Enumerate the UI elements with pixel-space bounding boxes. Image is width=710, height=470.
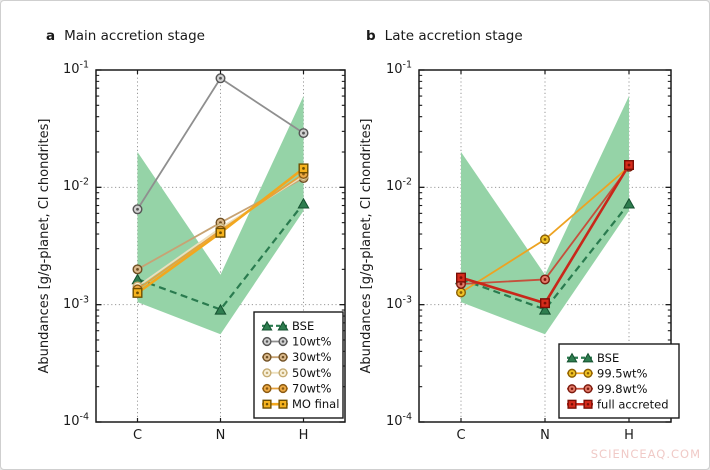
panel-b-letter: b (366, 28, 376, 44)
y-tick-label-10e-4: 10-4 (62, 411, 89, 429)
y-tick-label-10e-2: 10-2 (62, 177, 89, 195)
99-8wt-marker-dot (570, 387, 574, 391)
bse-marker-triangle-icon (538, 303, 552, 315)
legend-panel-a: BSE 10wt%30wt% 50wt% 70wt%MO final (253, 311, 344, 419)
panel-b-y-axis-label: Abundances [g/g-planet, CI chondrites] (359, 118, 374, 374)
x-tick-label-n: N (540, 428, 550, 443)
legend-item-99-8wt: 99.8wt% (567, 382, 648, 396)
legend-item-10wt: 10wt% (262, 335, 332, 349)
y-tick-label-10e-3: 10-3 (385, 294, 412, 312)
70wt-marker-dot (265, 387, 269, 390)
x-tick-label-c: C (132, 428, 143, 443)
bse-line (137, 202, 305, 311)
mo-final-marker-dot (281, 402, 285, 406)
70wt-marker-dot (281, 387, 285, 390)
10wt-marker-dot (265, 340, 269, 343)
bse-marker-triangle-icon (261, 320, 273, 331)
50wt-marker-dot (281, 371, 285, 375)
legend-item-full-accreted: full accreted (567, 397, 669, 411)
panel-b-title: b Late accretion stage (366, 28, 523, 44)
bse-marker-triangle-icon (582, 352, 594, 363)
50wt-marker-dot (265, 371, 269, 375)
full-accreted-marker-dot (570, 402, 574, 406)
x-tick-label-c: C (456, 428, 466, 443)
legend-item-mo-final: MO final (262, 397, 339, 411)
x-tick-label-h: H (298, 428, 309, 443)
99-5wt-marker-dot (570, 371, 574, 375)
y-tick-label-10e-3: 10-3 (62, 294, 89, 312)
legend-item-bse: BSE (566, 351, 619, 365)
panel-a-y-axis-label: Abundances [g/g-planet, CI chondrites] (37, 118, 52, 374)
panel-a-plot: BSE 10wt%30wt% 50wt% 70wt%MO final (95, 69, 346, 423)
legend-item-bse: BSE (261, 319, 314, 333)
series-10wt (132, 73, 309, 215)
mo-final-marker-dot (265, 402, 269, 406)
30wt-marker-dot (136, 267, 139, 271)
legend-label: 70wt% (292, 382, 332, 396)
10wt-marker-dot (136, 207, 139, 211)
legend-box (558, 343, 680, 419)
series-full-accreted (456, 160, 635, 309)
full-accreted-marker-dot (627, 163, 631, 167)
legend-label: BSE (292, 319, 314, 333)
10wt-marker-dot (219, 76, 222, 80)
y-tick-label-10e-1: 10-1 (62, 59, 89, 77)
legend-item-30wt: 30wt% (262, 350, 332, 364)
legend-item-99-5wt: 99.5wt% (567, 366, 648, 380)
10wt-marker-dot (302, 131, 305, 135)
full-accreted-marker-dot (543, 301, 547, 305)
legend-label: 10wt% (292, 335, 332, 349)
bse-marker-triangle-icon (297, 197, 310, 209)
99-5wt-marker-dot (586, 371, 590, 375)
legend-item-70wt: 70wt% (262, 382, 332, 396)
mo-final-marker-dot (302, 166, 305, 170)
bse-marker-triangle-icon (277, 320, 289, 331)
bse-range-band (461, 96, 629, 335)
full-accreted-marker-dot (459, 276, 463, 280)
mo-final-marker-dot (136, 291, 139, 295)
panel-a-title: a Main accretion stage (46, 28, 205, 44)
x-tick-label-h: H (624, 428, 634, 443)
99-8wt-marker-dot (543, 278, 547, 281)
bse-marker-triangle-icon (622, 197, 636, 209)
full-accreted-marker-dot (586, 402, 590, 406)
30wt-marker-dot (265, 355, 269, 359)
10wt-marker-dot (281, 340, 285, 343)
y-tick-label-10e-4: 10-4 (385, 411, 412, 429)
99-5wt-marker-dot (543, 237, 547, 241)
panel-a-letter: a (46, 28, 56, 44)
bse-marker-triangle-icon (214, 303, 227, 315)
99-5wt-marker-dot (459, 291, 463, 294)
y-tick-label-10e-1: 10-1 (385, 59, 412, 77)
legend-label: full accreted (597, 397, 669, 411)
legend-label: 50wt% (292, 366, 332, 380)
bse-line (460, 202, 630, 311)
legend-label: MO final (292, 397, 339, 411)
legend-label: BSE (597, 351, 619, 365)
bse-range-band (137, 96, 304, 335)
y-tick-label-10e-2: 10-2 (385, 177, 412, 195)
panel-b-title-text: Late accretion stage (384, 28, 523, 44)
series-mo-final (132, 163, 309, 298)
99-8wt-marker-dot (586, 387, 590, 391)
bse-marker-triangle-icon (566, 352, 578, 363)
legend-label: 99.8wt% (597, 382, 648, 396)
30wt-marker-dot (281, 355, 285, 359)
legend-item-50wt: 50wt% (262, 366, 332, 380)
watermark: SCIENCEAQ.COM (590, 447, 701, 461)
99-8wt-marker-dot (459, 282, 463, 286)
panel-a-title-text: Main accretion stage (64, 28, 205, 44)
legend-label: 30wt% (292, 350, 332, 364)
x-tick-label-n: N (215, 428, 226, 443)
legend-label: 99.5wt% (597, 366, 648, 380)
mo-final-marker-dot (219, 231, 222, 235)
